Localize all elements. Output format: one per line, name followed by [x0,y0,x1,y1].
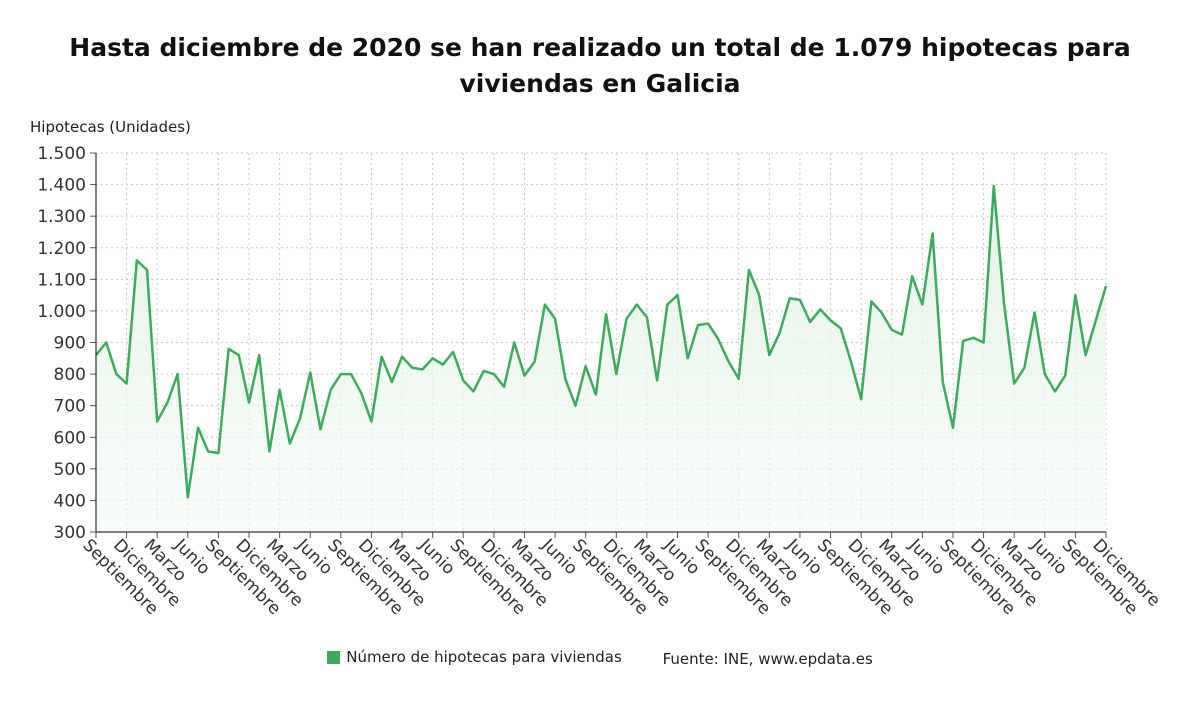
y-tick-label: 800 [54,365,86,385]
y-axis-label: Hipotecas (Unidades) [30,118,191,136]
x-tick-labels: SeptiembreDiciembreMarzoJunioSeptiembreD… [78,535,1164,619]
y-tick-label: 1.200 [37,239,86,259]
y-tick-label: 900 [54,334,86,354]
y-tick-label: 400 [54,491,86,511]
legend-item-series: Número de hipotecas para viviendas [327,648,622,666]
y-tick-label: 1.500 [37,144,86,164]
y-tick-label: 1.100 [37,270,86,290]
y-tick-labels: 300 400 500 600 700 800 900 1.000 1.100 1.200 1.30… [37,144,86,543]
chart-title: Hasta diciembre de 2020 se han realizado… [69,33,1131,98]
y-tick-label: 600 [54,428,86,448]
series-line [95,184,1108,499]
legend-swatch [327,650,341,664]
source-label: Fuente: INE, www.epdata.es [662,649,873,668]
axes [95,153,1106,533]
source-note: Fuente: INE, www.epdata.es [663,650,873,668]
legend: Número de hipotecas para viviendas Fuent… [0,648,1200,668]
y-tick-label: 1.000 [37,302,86,322]
y-tick-label: 700 [54,397,86,417]
legend-series-label: Número de hipotecas para viviendas [346,648,622,666]
y-tick-label: 300 [54,523,86,543]
y-tick-label: 1.300 [37,207,86,227]
y-tick-label: 1.400 [37,176,86,196]
y-tick-label: 500 [54,460,86,480]
